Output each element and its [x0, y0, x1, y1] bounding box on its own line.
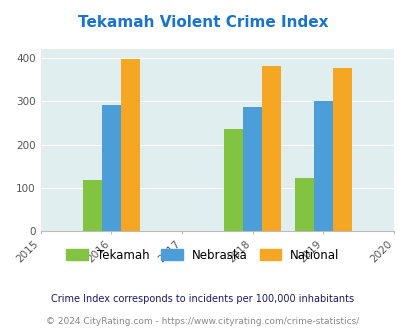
- Text: Crime Index corresponds to incidents per 100,000 inhabitants: Crime Index corresponds to incidents per…: [51, 294, 354, 304]
- Text: © 2024 CityRating.com - https://www.cityrating.com/crime-statistics/: © 2024 CityRating.com - https://www.city…: [46, 317, 359, 326]
- Bar: [102, 105, 120, 231]
- Bar: [120, 59, 139, 231]
- Bar: [83, 180, 102, 231]
- Bar: [243, 107, 261, 231]
- Bar: [294, 178, 313, 231]
- Bar: [224, 129, 243, 231]
- Legend: Tekamah, Nebraska, National: Tekamah, Nebraska, National: [62, 244, 343, 266]
- Text: Tekamah Violent Crime Index: Tekamah Violent Crime Index: [78, 15, 327, 30]
- Bar: [332, 68, 351, 231]
- Bar: [261, 66, 280, 231]
- Bar: [313, 101, 332, 231]
